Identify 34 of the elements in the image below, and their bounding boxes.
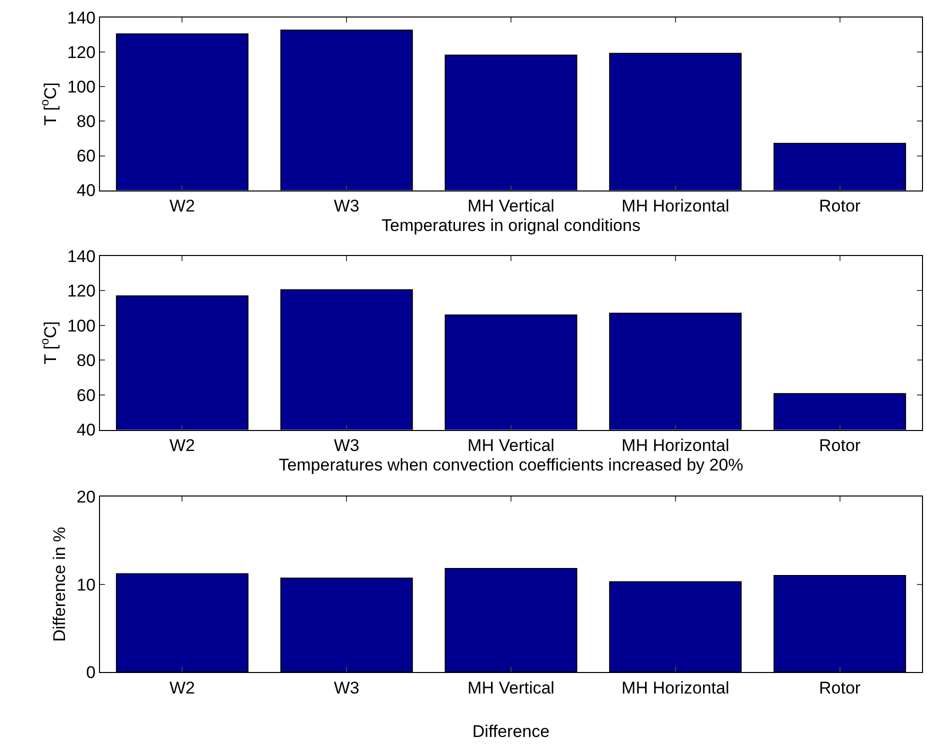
x-tick-label: Rotor xyxy=(819,196,861,216)
y-tick-label: 100 xyxy=(67,78,96,97)
y-tick-label: 80 xyxy=(76,351,96,370)
y-tick-label: 60 xyxy=(76,146,96,166)
x-tick-label: W3 xyxy=(334,678,360,698)
y-tick-label: 40 xyxy=(76,420,96,440)
y-tick-label: 10 xyxy=(76,575,96,594)
y-tick-label: 120 xyxy=(67,282,96,301)
y-tick-label: 80 xyxy=(76,112,96,132)
x-tick-label: MH Horizontal xyxy=(622,436,730,456)
x-tick-label: W3 xyxy=(334,436,360,456)
x-axis-title: Temperatures in orignal conditions xyxy=(382,216,640,236)
x-tick-label: W2 xyxy=(169,678,195,698)
y-tick-label: 140 xyxy=(67,246,96,266)
x-tick-label: Rotor xyxy=(819,678,861,698)
x-axis-title: Temperatures when convection coefficients increased by 20% xyxy=(278,456,744,475)
y-tick-label: 60 xyxy=(76,386,96,405)
y-tick-label: 140 xyxy=(67,8,96,28)
x-tick-label: W2 xyxy=(169,196,195,216)
x-tick-label: Rotor xyxy=(819,436,861,456)
x-tick-label: MH Vertical xyxy=(468,196,554,216)
x-tick-label: W2 xyxy=(169,436,195,456)
x-tick-label: MH Horizontal xyxy=(622,678,730,698)
y-tick-label: 120 xyxy=(67,43,96,62)
y-tick-label: 40 xyxy=(76,181,96,200)
y-tick-label: 0 xyxy=(86,662,96,682)
y-tick-label: 20 xyxy=(76,488,96,507)
x-tick-label: W3 xyxy=(334,196,360,216)
x-axis-title: Difference xyxy=(472,722,550,741)
x-tick-label: MH Vertical xyxy=(468,436,554,456)
y-axis-title: Difference in % xyxy=(50,526,70,642)
x-tick-label: MH Horizontal xyxy=(622,196,730,216)
y-tick-label: 100 xyxy=(67,316,96,336)
x-tick-label: MH Vertical xyxy=(468,678,554,698)
